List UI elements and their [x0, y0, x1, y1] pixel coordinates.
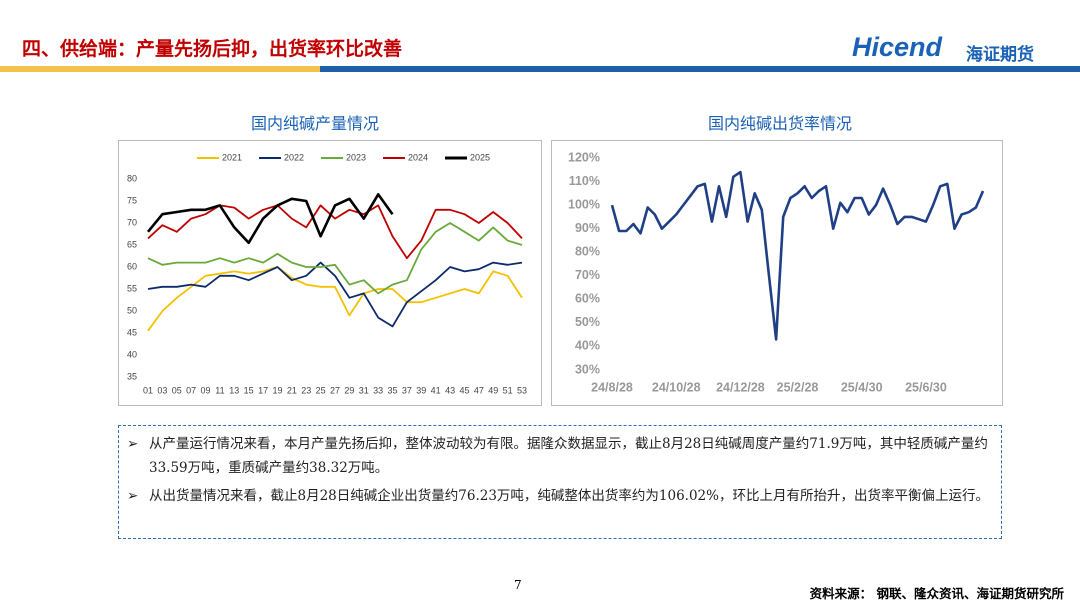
legend-label: 2022	[284, 152, 304, 162]
x-tick-label: 01	[143, 385, 153, 395]
x-tick-label: 29	[344, 385, 354, 395]
stripe	[0, 66, 320, 72]
chart-title: 国内纯碱产量情况	[250, 114, 379, 133]
y-tick-label: 30%	[575, 362, 600, 376]
series-line	[147, 222, 523, 295]
series-line	[147, 261, 523, 328]
series-line	[610, 170, 985, 341]
bullet-box: ➢ 从产量运行情况来看，本月产量先扬后抑，整体波动较为有限。据隆众数据显示，截止8…	[118, 425, 1002, 539]
page-number: 7	[514, 578, 522, 592]
x-tick-label: 25/4/30	[841, 380, 883, 394]
chart-frame	[551, 140, 1003, 406]
x-tick-label: 33	[373, 385, 383, 395]
series-line	[147, 266, 523, 332]
y-tick-label: 65	[127, 239, 137, 249]
logo-cn: 海证期货	[966, 45, 1034, 65]
legend-label: 2024	[408, 152, 428, 162]
y-tick-label: 90%	[575, 221, 600, 235]
x-tick-label: 25	[316, 385, 326, 395]
x-tick-label: 25/2/28	[777, 380, 819, 394]
y-tick-label: 80%	[575, 245, 600, 259]
x-tick-label: 21	[287, 385, 297, 395]
legend-label: 2023	[346, 152, 366, 162]
x-tick-label: 25/6/30	[905, 380, 947, 394]
x-tick-label: 51	[503, 385, 513, 395]
x-tick-label: 45	[459, 385, 469, 395]
stripe	[320, 66, 1080, 72]
y-tick-label: 120%	[568, 150, 600, 164]
bullet: ➢ 从产量运行情况来看，本月产量先扬后抑，整体波动较为有限。据隆众数据显示，截止8…	[127, 432, 993, 480]
y-tick-label: 60	[127, 261, 137, 271]
y-tick-label: 75	[127, 195, 137, 205]
y-tick-label: 40	[127, 349, 137, 359]
x-tick-label: 31	[359, 385, 369, 395]
charts: 35 40 45 50 55 60 65 70 75 80 01 03 05 07 09 11 13 15 17 19…	[127, 150, 985, 395]
x-tick-label: 09	[201, 385, 211, 395]
bullet-text: 从产量运行情况来看，本月产量先扬后抑，整体波动较为有限。据隆众数据显示，截止8月…	[149, 436, 988, 476]
x-tick-label: 05	[172, 385, 182, 395]
x-tick-label: 13	[229, 385, 239, 395]
x-tick-label: 03	[157, 385, 167, 395]
x-tick-label: 24/8/28	[591, 380, 633, 394]
series-line	[147, 204, 523, 260]
y-tick-label: 40%	[575, 339, 600, 353]
x-tick-label: 24/12/28	[716, 380, 765, 394]
y-tick-label: 50%	[575, 315, 600, 329]
x-tick-label: 43	[445, 385, 455, 395]
x-tick-label: 47	[474, 385, 484, 395]
x-tick-label: 37	[402, 385, 412, 395]
x-tick-label: 53	[517, 385, 527, 395]
x-tick-label: 41	[431, 385, 441, 395]
y-tick-label: 100%	[568, 197, 600, 211]
y-tick-label: 35	[127, 371, 137, 381]
y-tick-label: 50	[127, 305, 137, 315]
x-tick-label: 39	[416, 385, 426, 395]
x-tick-label: 23	[301, 385, 311, 395]
legend-label: 2025	[470, 152, 490, 162]
source: 资料来源： 钢联、隆众资讯、海证期货研究所	[809, 586, 1064, 601]
bullet: ➢ 从出货量情况来看，截止8月28日纯碱企业出货量约76.23万吨，纯碱整体出货率…	[127, 484, 993, 508]
x-tick-label: 07	[186, 385, 196, 395]
y-tick-label: 80	[127, 173, 137, 183]
chart-frame	[118, 140, 542, 406]
series-line	[146, 193, 394, 245]
y-tick-label: 45	[127, 327, 137, 337]
x-tick-label: 19	[272, 385, 282, 395]
x-tick-label: 17	[258, 385, 268, 395]
x-tick-label: 15	[244, 385, 254, 395]
y-tick-label: 55	[127, 283, 137, 293]
legend-label: 2021	[222, 152, 242, 162]
bullet-text: 从出货量情况来看，截止8月28日纯碱企业出货量约76.23万吨，纯碱整体出货率约…	[149, 488, 989, 504]
x-tick-label: 49	[488, 385, 498, 395]
x-tick-label: 27	[330, 385, 340, 395]
y-tick-label: 110%	[569, 174, 600, 188]
slide-title: 四、供给端：产量先扬后抑，出货率环比改善	[22, 38, 403, 60]
x-tick-label: 11	[215, 385, 224, 395]
y-tick-label: 60%	[575, 292, 600, 306]
logo: Hicend	[852, 32, 943, 62]
chart-title: 国内纯碱出货率情况	[707, 114, 852, 133]
y-tick-label: 70	[127, 217, 137, 227]
x-tick-label: 24/10/28	[652, 380, 701, 394]
x-tick-label: 35	[388, 385, 398, 395]
y-tick-label: 70%	[575, 268, 600, 282]
